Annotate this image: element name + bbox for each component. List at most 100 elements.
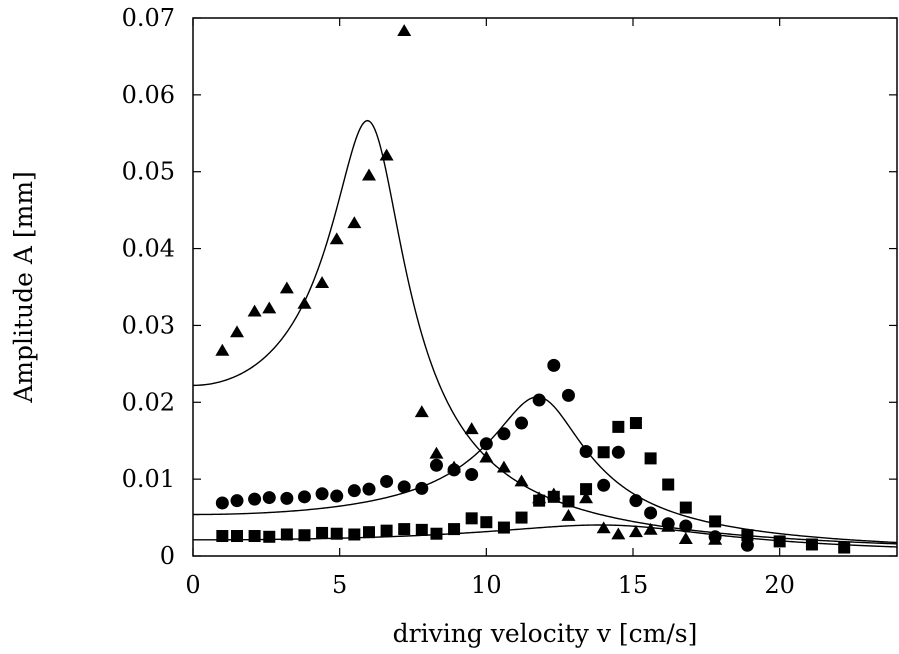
- y-tick-label: 0.03: [122, 311, 175, 339]
- x-tick-label: 15: [618, 571, 649, 599]
- triangle-point: [596, 521, 611, 534]
- circle-point: [515, 416, 529, 430]
- triangle-point: [397, 24, 412, 36]
- square-point: [709, 515, 722, 528]
- triangle-point: [611, 527, 626, 540]
- square-point: [533, 494, 546, 507]
- circle-point: [262, 491, 276, 505]
- circle-point: [708, 530, 722, 544]
- triangle-point: [561, 509, 576, 521]
- x-axis-label: driving velocity v [cm/s]: [393, 619, 698, 648]
- y-tick-label: 0.07: [122, 4, 175, 32]
- square-point: [380, 524, 393, 537]
- circle-point: [644, 506, 658, 520]
- square-point: [773, 535, 786, 548]
- square-point: [263, 530, 276, 543]
- square-point: [497, 521, 510, 534]
- square-point: [348, 528, 361, 541]
- y-tick-label: 0.06: [122, 81, 175, 109]
- x-tick-labels: 0 5 10 15 20: [185, 571, 795, 599]
- square-point: [363, 526, 375, 539]
- square-point: [515, 511, 528, 524]
- triangle-point: [297, 296, 312, 309]
- circle-point: [330, 489, 344, 503]
- triangle-point: [329, 232, 344, 245]
- circle-point: [280, 491, 294, 505]
- y-tick-label: 0.04: [122, 235, 175, 263]
- circle-point: [380, 474, 394, 488]
- triangle-point: [215, 343, 230, 356]
- square-point: [480, 516, 493, 529]
- fit-curves: [192, 119, 898, 548]
- circle-point: [611, 445, 625, 459]
- square-point: [465, 512, 478, 525]
- x-tick-label: 0: [185, 571, 200, 599]
- x-tick-label: 10: [471, 571, 502, 599]
- triangle-point: [362, 168, 376, 181]
- circle-point: [679, 519, 693, 533]
- triangle-point: [262, 301, 277, 314]
- circle-point: [532, 393, 546, 407]
- circle-point: [579, 444, 593, 458]
- y-tick-label: 0.01: [122, 465, 175, 493]
- triangle-point: [414, 405, 429, 418]
- square-point: [838, 541, 851, 554]
- circle-point: [315, 487, 329, 501]
- square-point: [644, 452, 657, 465]
- circle-point: [465, 468, 479, 482]
- circle-point: [740, 538, 754, 552]
- square-point: [679, 501, 692, 514]
- triangle-point: [464, 422, 479, 435]
- square-point: [298, 529, 311, 542]
- circle-point: [561, 388, 575, 402]
- triangle-point: [379, 148, 394, 161]
- triangle-point: [315, 276, 330, 289]
- square-point: [662, 478, 675, 491]
- circle-point: [661, 517, 675, 531]
- circle-point: [297, 490, 311, 504]
- square-point: [562, 495, 575, 508]
- circle-point: [397, 480, 411, 494]
- triangle-point: [514, 474, 529, 487]
- square-point: [629, 417, 642, 430]
- circle-point: [415, 481, 429, 495]
- circle-point: [347, 484, 361, 498]
- triangle-point: [279, 281, 294, 294]
- x-tick-label: 5: [332, 571, 347, 599]
- circle-point: [429, 458, 443, 472]
- triangle-point: [247, 304, 262, 317]
- square-point: [547, 490, 560, 503]
- fit-curve: [193, 396, 898, 544]
- circle-point: [497, 427, 511, 441]
- circle-point: [597, 478, 611, 492]
- y-tick-labels: 0 0.01 0.02 0.03 0.04 0.05 0.06 0.07: [122, 4, 175, 570]
- circle-point: [248, 492, 262, 506]
- square-point: [597, 446, 610, 459]
- triangle-point: [579, 491, 594, 504]
- square-point: [430, 527, 443, 540]
- x-tick-label: 20: [764, 571, 795, 599]
- square-point: [316, 526, 329, 539]
- circle-point: [447, 463, 461, 477]
- square-point: [612, 420, 625, 433]
- plot-frame: [192, 17, 898, 557]
- fit-curve: [192, 119, 898, 545]
- circle-point: [479, 437, 493, 451]
- triangle-point: [678, 532, 693, 544]
- triangle-point: [429, 446, 444, 459]
- y-tick-label: 0.02: [122, 388, 175, 416]
- circle-point: [362, 482, 376, 496]
- square-point: [741, 529, 754, 542]
- square-point: [448, 523, 461, 536]
- square-point: [805, 538, 818, 551]
- square-point: [580, 483, 593, 496]
- circle-point: [215, 496, 229, 510]
- circle-point: [629, 494, 643, 508]
- triangle-point: [479, 450, 494, 463]
- circle-point: [547, 358, 561, 372]
- triangle-point: [643, 522, 658, 535]
- square-point: [231, 530, 243, 543]
- triangle-point: [496, 460, 511, 473]
- data-points: [215, 24, 851, 554]
